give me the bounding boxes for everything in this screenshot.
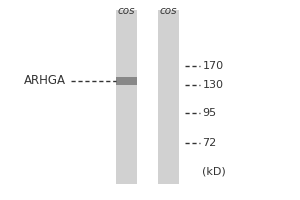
Bar [116,10,136,184]
Text: 72: 72 [202,138,217,148]
Text: 130: 130 [202,80,224,90]
Bar [158,10,178,184]
Text: cos: cos [159,6,177,16]
Text: ARHGA: ARHGA [24,74,66,88]
Text: (kD): (kD) [202,166,225,176]
Text: cos: cos [117,6,135,16]
Text: 95: 95 [202,108,217,118]
Bar [116,77,136,85]
Text: 170: 170 [202,61,224,71]
